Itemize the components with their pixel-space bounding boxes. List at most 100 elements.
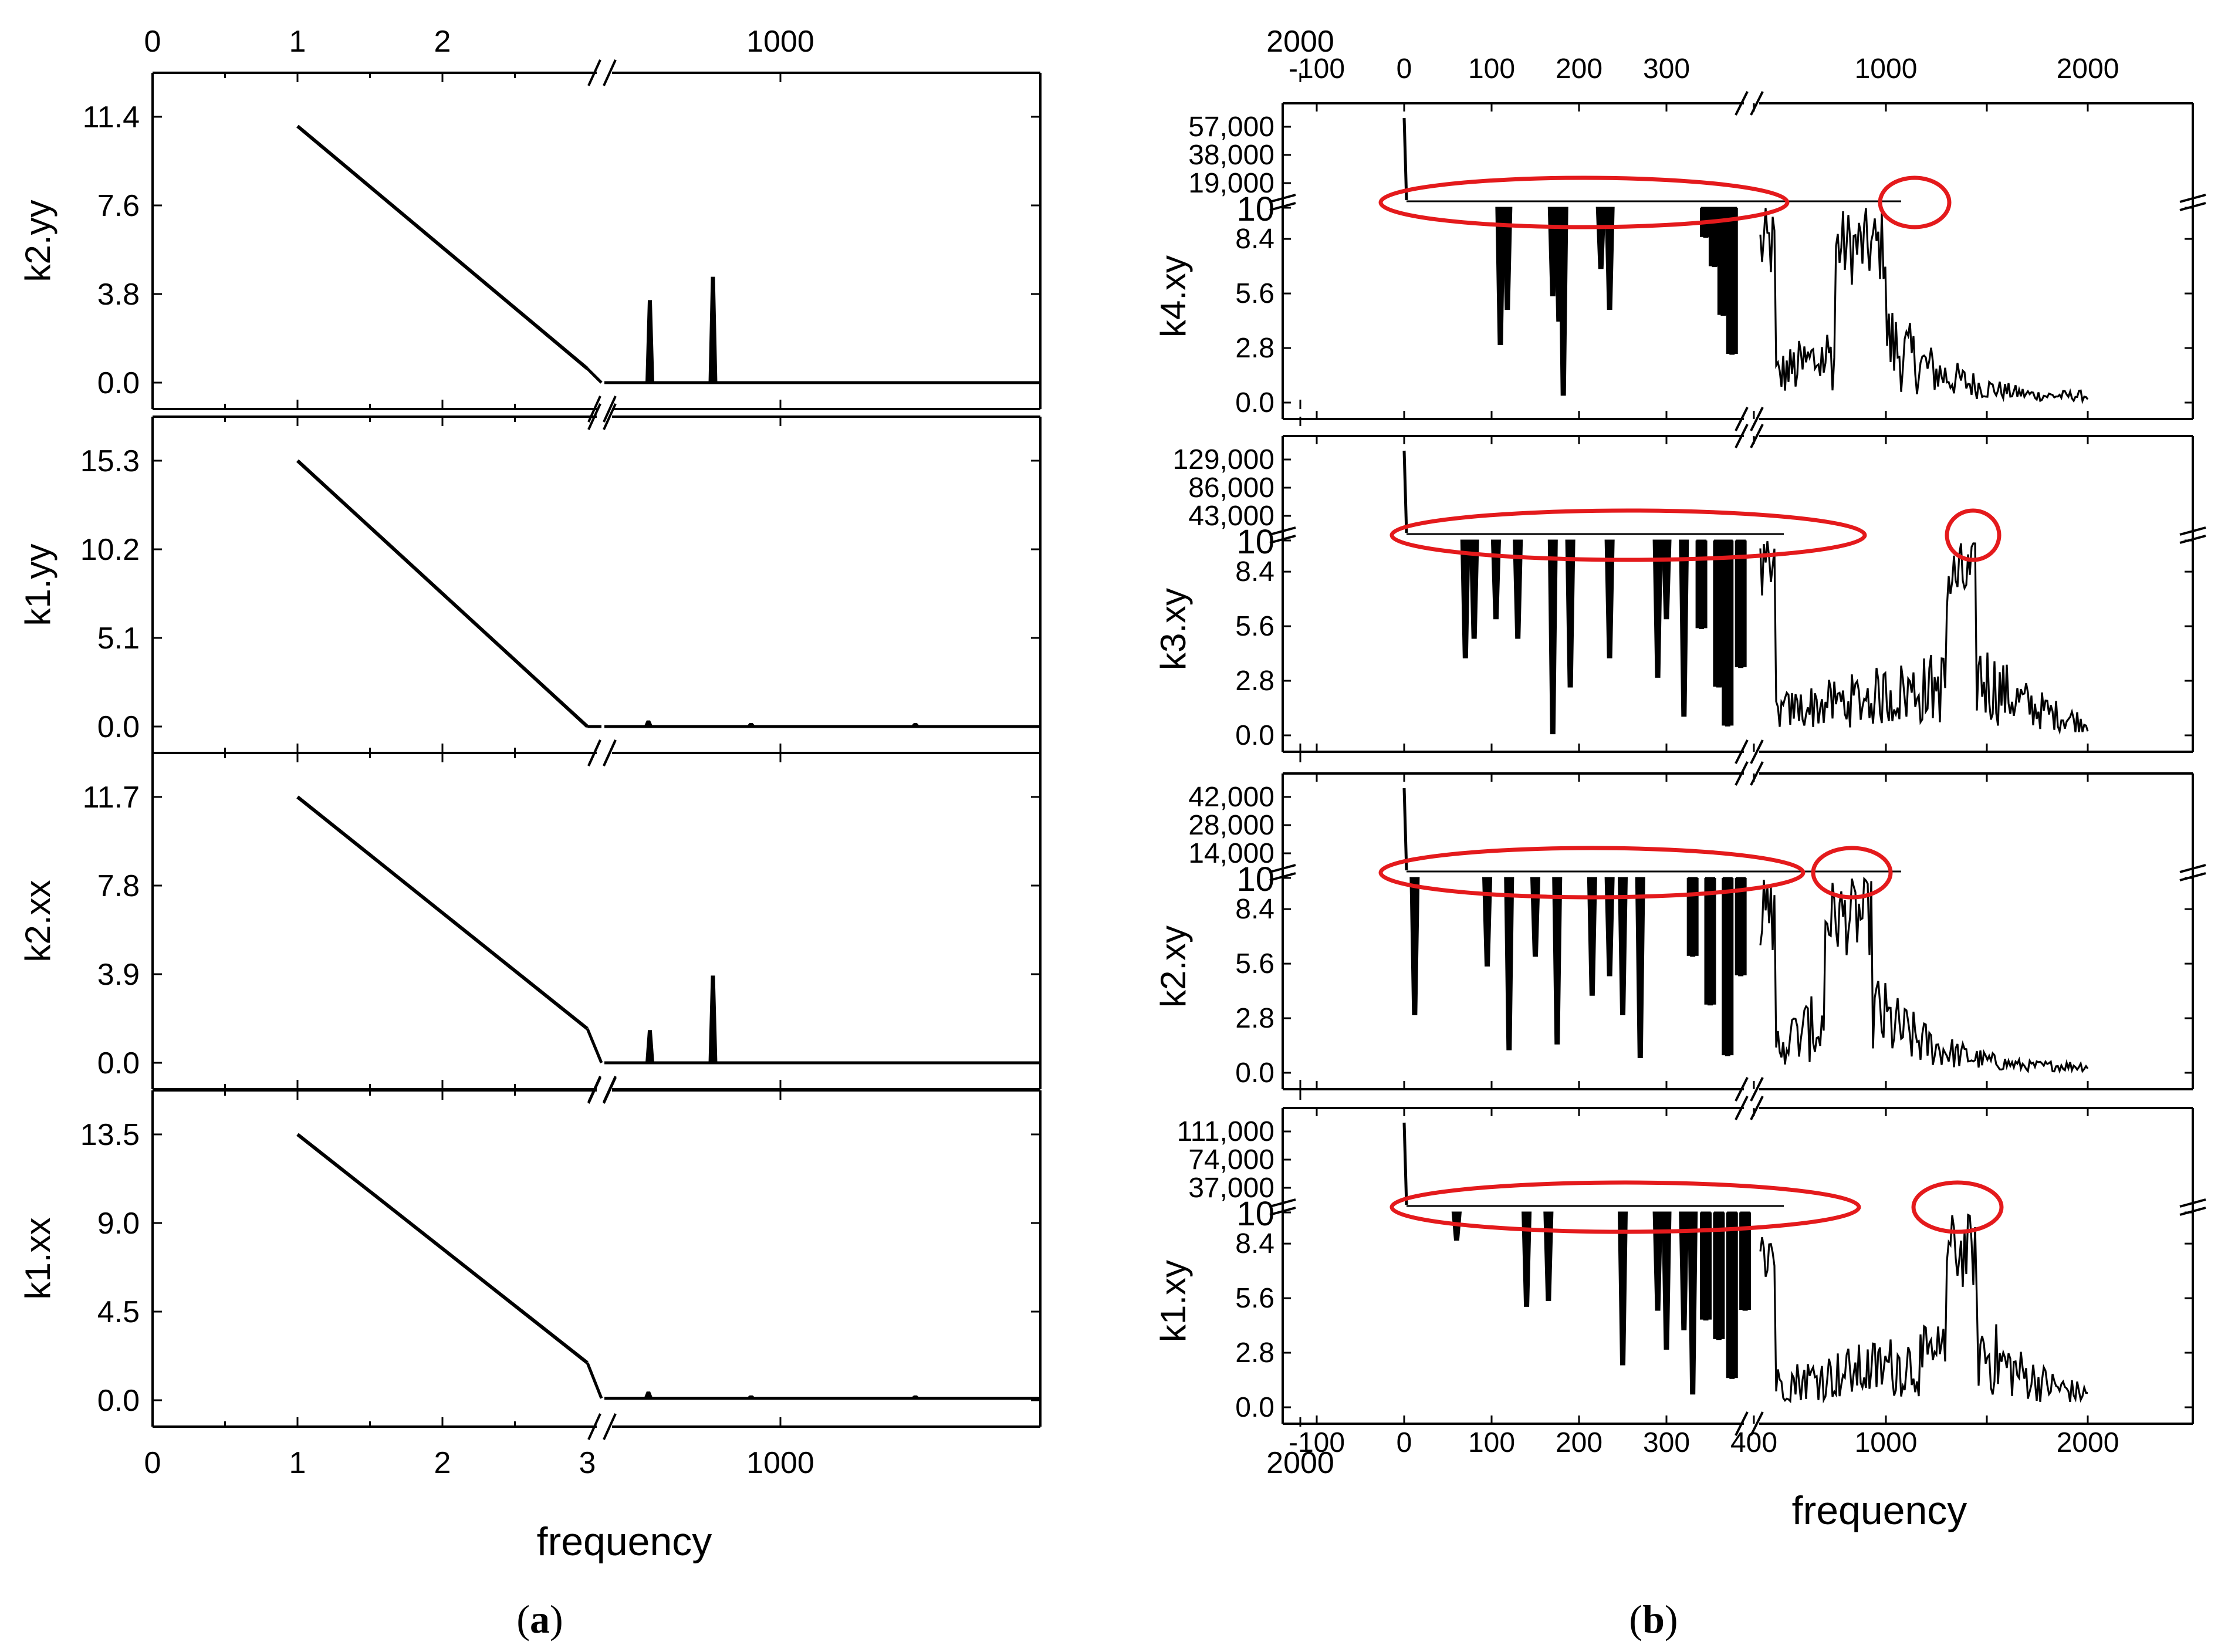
a-axis-break	[587, 1413, 601, 1440]
b-highlight-ellipse	[1811, 846, 1893, 900]
a-ytick-label: 0.0	[97, 366, 140, 400]
b-series-dip	[1495, 207, 1506, 345]
b-ytick-label-upper: 42,000	[1188, 782, 1274, 813]
b-top-tick-label: 0	[1397, 53, 1412, 85]
a-ytick-label: 10.2	[80, 533, 140, 567]
b-bottom-tick-label: 2000	[2057, 1427, 2119, 1458]
b-series-dip	[1604, 207, 1615, 310]
figure-a-xlabel: frequency	[537, 1519, 712, 1564]
b-yaxis-break	[2179, 202, 2206, 211]
b-ytick-label-lower: 0.0	[1235, 387, 1274, 418]
b-ylabel: k2.xy	[1154, 925, 1193, 1008]
b-ylabel: k1.xy	[1154, 1260, 1193, 1342]
a-series-peak	[644, 1391, 653, 1399]
b-ytick-label-lower: 10	[1236, 523, 1274, 561]
b-series-dip	[1661, 1211, 1672, 1350]
b-ytick-label-lower: 5.6	[1235, 948, 1274, 979]
b-yaxis-break	[1269, 526, 1296, 536]
b-yaxis-break	[2179, 1198, 2206, 1208]
a-axis-break	[603, 396, 617, 423]
b-ytick-label-lower: 2.8	[1235, 1337, 1274, 1369]
b-ytick-label-upper: 43,000	[1188, 501, 1274, 532]
b-axis-break	[1735, 91, 1749, 116]
b-yaxis-break	[2179, 194, 2206, 203]
b-series-dip	[1587, 877, 1597, 996]
b-ytick-label-lower: 5.6	[1235, 278, 1274, 309]
b-series-block	[1735, 878, 1747, 975]
b-ytick-label-upper: 74,000	[1188, 1144, 1274, 1175]
b-ytick-label-upper: 28,000	[1188, 810, 1274, 841]
b-yaxis-break	[1269, 864, 1296, 873]
a-ytick-label: 3.8	[97, 278, 140, 312]
b-axis-break	[1735, 739, 1749, 764]
a-series-line-left	[296, 1133, 589, 1364]
b-series-dip	[1504, 877, 1514, 1050]
a-axis-break	[603, 1077, 617, 1104]
b-series-block	[1713, 1212, 1725, 1339]
b-highlight-ellipse	[1378, 175, 1790, 229]
b-series-block	[1695, 540, 1708, 629]
b-ytick-label-lower: 8.4	[1235, 556, 1274, 587]
b-series-dip	[1595, 207, 1606, 269]
b-series-dip	[1688, 1211, 1698, 1395]
b-axis-break	[1735, 761, 1749, 786]
a-ytick-label: 9.0	[97, 1207, 140, 1241]
b-top-tick-label: 300	[1643, 53, 1690, 85]
b-series-dip	[1522, 1211, 1532, 1307]
b-series-dip	[1617, 877, 1628, 1015]
b-ylabel: k3.xy	[1154, 588, 1193, 670]
a-ytick-label: 15.3	[80, 444, 140, 478]
a-bottom-tick-label: 0	[144, 1446, 161, 1480]
b-ytick-label-upper: 14,000	[1188, 838, 1274, 869]
b-series-dip	[1652, 1211, 1663, 1311]
b-series-noise	[1759, 1213, 2088, 1404]
b-ytick-label-upper: 129,000	[1172, 444, 1274, 475]
b-ylabel: k4.xy	[1154, 255, 1193, 337]
b-axis-break	[1735, 407, 1749, 431]
b-series-block	[1722, 540, 1734, 726]
a-axis-break	[587, 1077, 601, 1104]
b-ytick-label-upper: 57,000	[1188, 112, 1274, 143]
b-ytick-label-lower: 8.4	[1235, 1228, 1274, 1259]
b-axis-break	[1750, 424, 1764, 448]
b-ytick-label-lower: 10	[1236, 1195, 1274, 1233]
b-top-tick-label: 200	[1556, 53, 1602, 85]
b-yaxis-break	[2179, 864, 2206, 873]
b-axis-break	[1750, 407, 1764, 431]
b-ytick-label-upper: 19,000	[1188, 168, 1274, 199]
b-bottom-tick-label: 100	[1468, 1427, 1515, 1458]
a-bottom-tick-label: 2000	[1266, 1446, 1334, 1480]
b-series-dip	[1460, 539, 1470, 658]
b-yaxis-break	[1269, 1207, 1296, 1216]
b-ytick-label-upper: 86,000	[1188, 472, 1274, 504]
b-series-noise	[1759, 208, 2089, 404]
b-series-spike	[1402, 1122, 1408, 1205]
b-series-dip	[1652, 539, 1663, 678]
a-top-tick-label: 0	[144, 25, 161, 59]
b-series-dip	[1604, 539, 1615, 658]
a-top-tick-label: 2000	[1266, 25, 1334, 59]
a-series-peak	[747, 1395, 755, 1399]
b-ytick-label-lower: 5.6	[1235, 1283, 1274, 1314]
b-series-dip	[1552, 877, 1563, 1045]
a-ylabel: k2.xx	[18, 880, 58, 962]
b-axis-break	[1735, 1411, 1749, 1436]
b-series-dip	[1635, 877, 1645, 1058]
a-series-peak	[911, 723, 920, 728]
b-ytick-label-lower: 2.8	[1235, 1003, 1274, 1034]
b-yaxis-break	[1269, 1198, 1296, 1208]
a-axis-break	[603, 403, 617, 430]
a-top-tick-label: 2	[434, 25, 451, 59]
b-ytick-label-lower: 0.0	[1235, 1392, 1274, 1423]
a-ytick-label: 11.7	[83, 781, 140, 815]
a-axis-break	[603, 1413, 617, 1440]
b-ytick-label-lower: 8.4	[1235, 224, 1274, 255]
b-axis-break	[1750, 739, 1764, 764]
a-bottom-tick-label: 1	[289, 1446, 306, 1480]
figure-b-xlabel: frequency	[1792, 1488, 1967, 1533]
a-ytick-label: 0.0	[97, 1046, 140, 1080]
b-highlight-ellipse	[1378, 846, 1806, 900]
b-series-block	[1726, 208, 1738, 354]
b-top-tick-label: 2000	[2057, 53, 2119, 85]
a-axis-break	[603, 59, 617, 86]
